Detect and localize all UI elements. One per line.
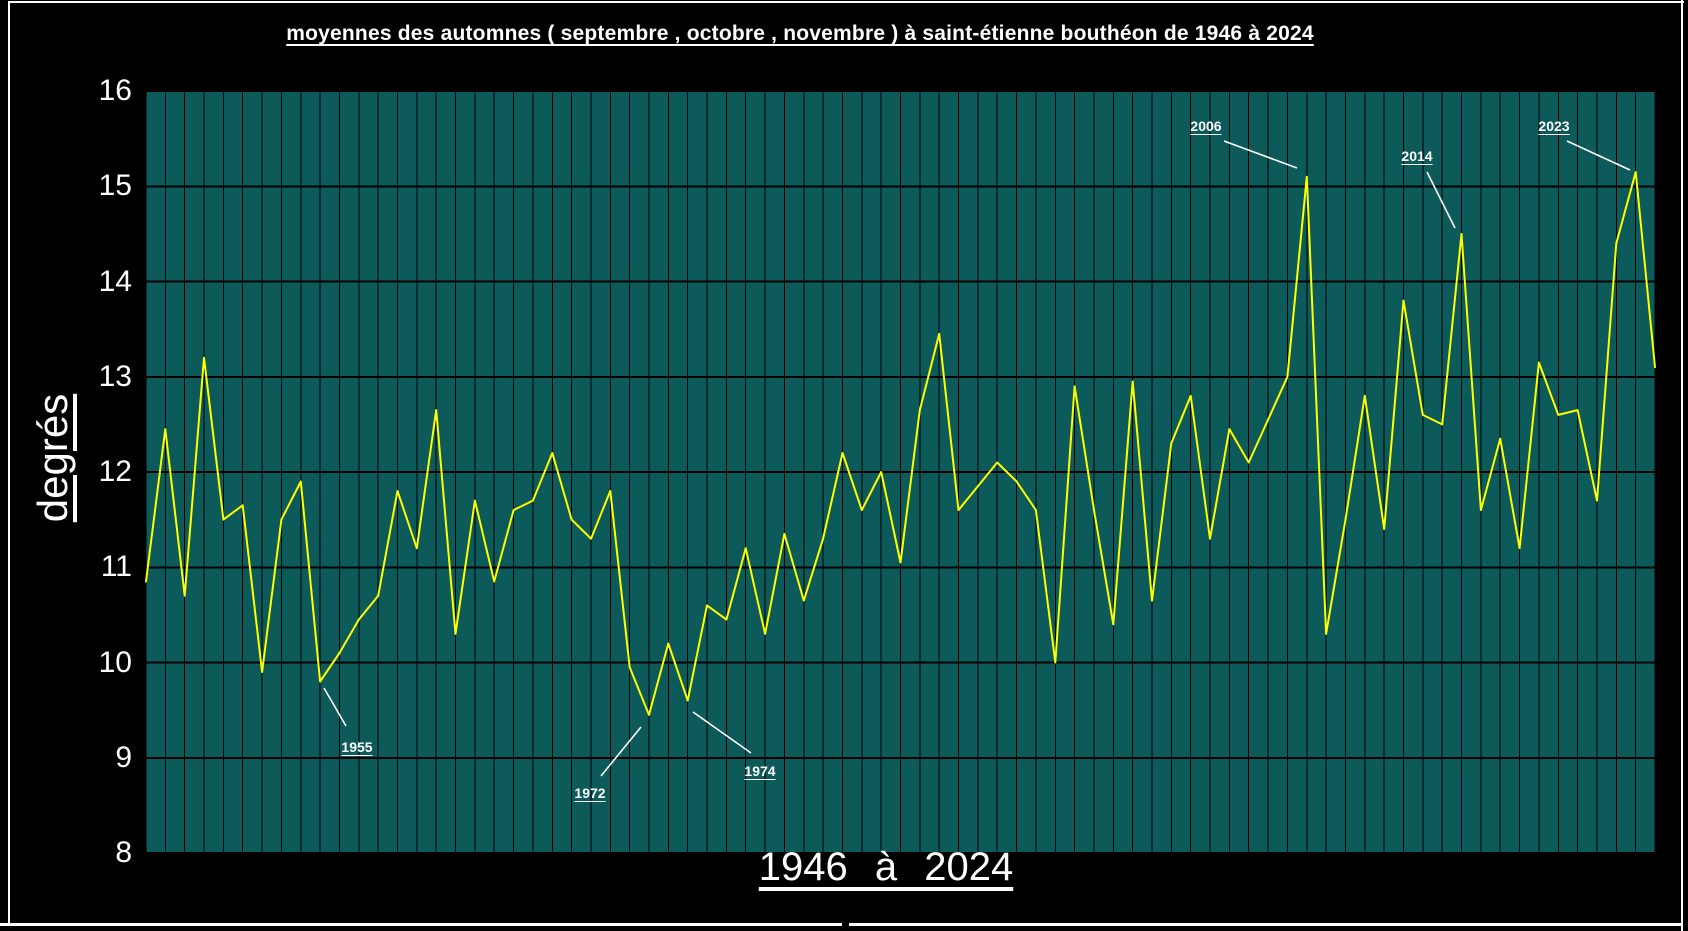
annotation-label-1955: 1955 [341,739,373,755]
annotation-label-2023: 2023 [1538,118,1570,134]
annotation-label-2006: 2006 [1190,118,1222,134]
annotation-leader-1974 [692,711,752,754]
y-tick-label-9: 9 [115,740,132,774]
window-border-bottom-left [0,923,842,926]
y-tick-label-12: 12 [98,455,132,488]
y-tick-label-11: 11 [100,550,132,584]
y-tick-label-8: 8 [115,836,132,869]
y-tick-label-10: 10 [98,645,132,679]
y-tick-label-14: 14 [98,264,132,298]
y-tick-label-16: 16 [98,74,132,107]
chart-title: moyennes des automnes ( septembre , octo… [286,22,1314,45]
annotation-label-1974: 1974 [744,763,776,779]
x-axis-label: 1946 à 2024 [758,845,1014,889]
annotation-leader-2006 [1223,140,1298,169]
temperature-line [145,171,1656,716]
window-border-right [1681,0,1683,931]
y-tick-label-15: 15 [98,169,132,203]
y-tick-label-13: 13 [98,359,132,393]
window-border-left [8,1,10,924]
annotation-leader-2023 [1566,140,1631,171]
annotation-label-2014: 2014 [1401,148,1433,164]
window-border-top [8,1,1684,3]
annotation-leader-1955 [323,687,347,727]
annotation-leader-2014 [1426,171,1456,229]
annotation-leader-1972 [600,726,642,777]
window-border-bottom-right [849,923,1681,926]
annotation-label-1972: 1972 [574,785,606,801]
